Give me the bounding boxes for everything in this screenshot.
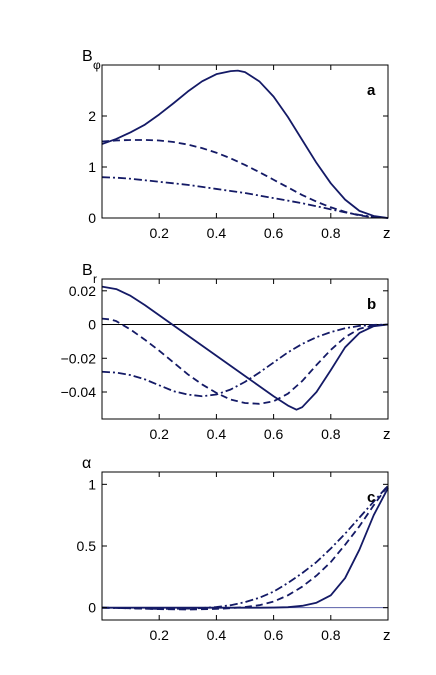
x-tick-label: 0.2 [149,627,169,643]
y-axis-label: B [82,48,93,65]
x-tick-label: 0.4 [207,426,227,442]
series-solid-line [101,285,389,411]
x-tick-label: 0.6 [264,426,284,442]
y-tick-label: 0.5 [77,538,97,554]
y-tick-label: 1 [88,476,96,492]
x-tick-label: 0.2 [149,225,169,241]
y-axis-label: B [82,262,93,279]
x-tick-label: 0.8 [321,426,341,442]
y-tick-label: −0.02 [61,350,97,366]
y-tick-label: 0 [88,210,96,226]
series-dashed-line [101,485,389,611]
x-axis-label: z [383,426,391,443]
series-dashed-line [101,139,389,219]
series-dashed-line [101,317,389,405]
y-tick-label: 0.02 [69,283,96,299]
panel-b: 0.2 0.4 0.6 0.8 0.02 0 −0.02 −0.04 z B r b [61,262,391,443]
axes-frame [101,471,389,621]
axes-frame [101,278,389,420]
y-axis-label-subscript: r [93,272,97,286]
y-tick-label: 0 [88,600,96,616]
x-axis-label: z [383,627,391,644]
panel-c: 0.2 0.4 0.6 0.8 0 0.5 1 z α c [77,455,391,644]
y-tick-label: 0 [88,317,96,333]
panel-label: a [367,82,376,99]
x-tick-label: 0.2 [149,426,169,442]
y-axis-label-subscript: φ [93,58,101,72]
axes-frame [101,64,389,219]
x-tick-label: 0.6 [264,627,284,643]
y-tick-label: 1 [88,159,96,175]
x-tick-label: 0.8 [321,627,341,643]
x-tick-label: 0.4 [207,225,227,241]
panel-label: c [367,489,375,506]
series-dashdot-line [101,484,389,610]
y-tick-label: 2 [88,108,96,124]
x-tick-label: 0.4 [207,627,227,643]
x-tick-label: 0.6 [264,225,284,241]
y-axis-label: α [82,455,91,472]
y-tick-label: −0.04 [61,384,97,400]
panel-label: b [367,296,376,313]
panel-a: 0.2 0.4 0.6 0.8 0 1 2 z B φ a [82,48,391,242]
series-dashdot-line [101,176,389,219]
series-solid-line [101,69,389,219]
series-dashdot-line [101,323,389,398]
x-tick-label: 0.8 [321,225,341,241]
series-solid-line [102,487,389,609]
x-axis-label: z [383,225,391,242]
